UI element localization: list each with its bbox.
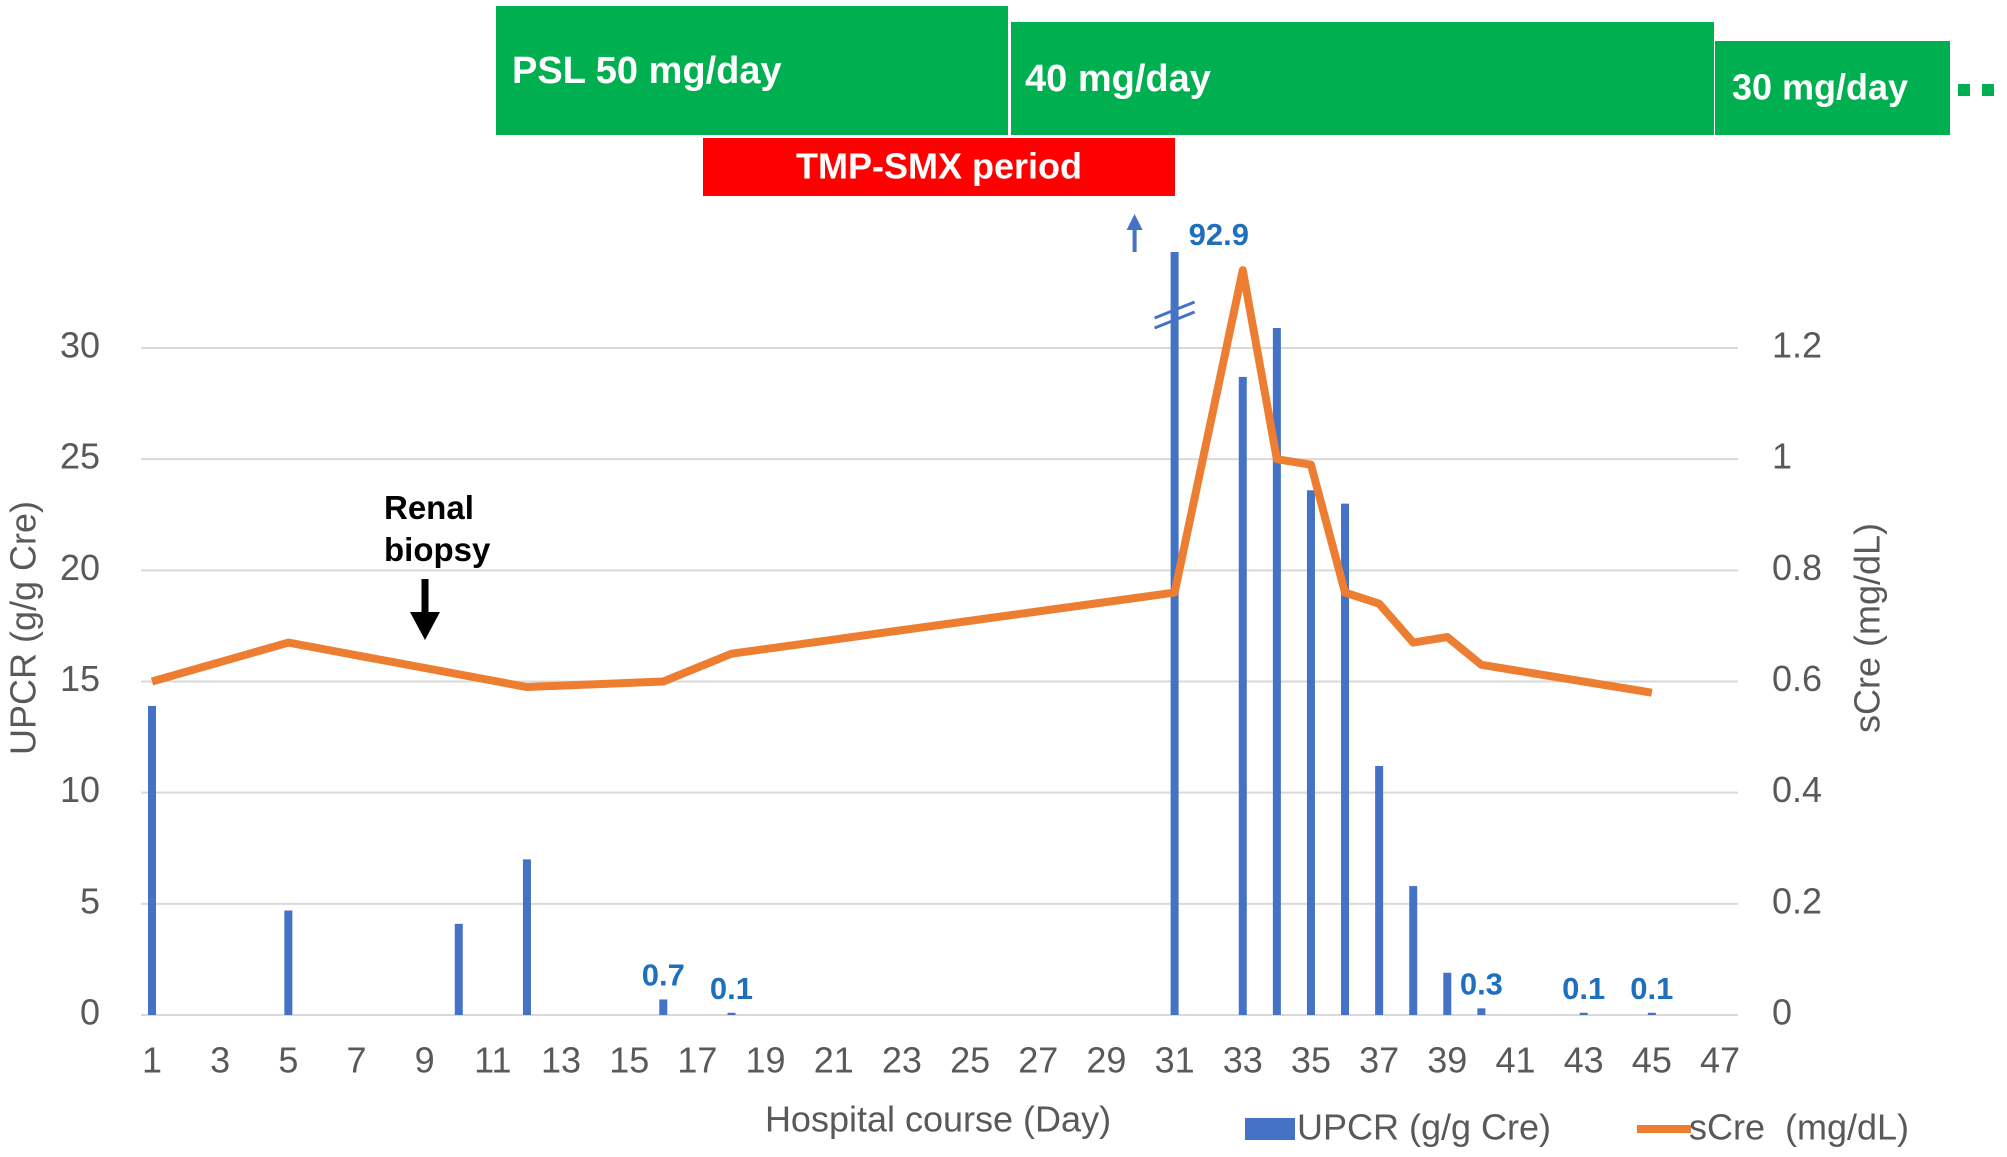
x-tick-label: 29 xyxy=(1086,1040,1126,1081)
y-tick-label: 25 xyxy=(60,436,100,477)
x-tick-label: 17 xyxy=(677,1040,717,1081)
line xyxy=(150,266,1653,697)
value-label: 0.1 xyxy=(1630,971,1673,1006)
bar xyxy=(1477,1008,1486,1015)
y2-tick-label: 0.2 xyxy=(1772,880,1822,921)
bar xyxy=(522,859,531,1015)
value-label: 92.9 xyxy=(1189,217,1249,252)
biopsy-arrowhead xyxy=(410,612,440,640)
bar xyxy=(148,705,156,1015)
y-tick-label: 15 xyxy=(60,658,100,699)
x-tick-label: 9 xyxy=(415,1040,435,1081)
legend-swatch xyxy=(1245,1118,1295,1140)
x-tick-label: 1 xyxy=(142,1040,162,1081)
overflow-arrowhead xyxy=(1126,214,1143,230)
x-tick-label: 39 xyxy=(1427,1040,1467,1081)
bar xyxy=(1375,765,1384,1015)
axis-break xyxy=(1154,310,1196,330)
x-tick-label: 13 xyxy=(541,1040,581,1081)
x-tick-label: 15 xyxy=(609,1040,649,1081)
y-tick-label: 20 xyxy=(60,547,100,588)
x-tick-label: 23 xyxy=(882,1040,922,1081)
value-label: 0.1 xyxy=(710,971,753,1006)
value-label: 0.1 xyxy=(1562,971,1605,1006)
psl-30-bar xyxy=(1715,41,1950,135)
bar xyxy=(659,999,668,1015)
timeline-label: 40 mg/day xyxy=(1025,58,1211,100)
timeline-label: TMP-SMX period xyxy=(796,146,1082,187)
psl-50-bar xyxy=(496,6,1008,135)
bar xyxy=(1341,503,1350,1015)
bar xyxy=(454,923,463,1015)
timeline-label: PSL 50 mg/day xyxy=(512,50,782,92)
x-tick-label: 7 xyxy=(347,1040,367,1081)
bar xyxy=(1272,327,1281,1015)
legend-label: sCre (mg/dL) xyxy=(1689,1107,1909,1148)
x-tick-label: 31 xyxy=(1155,1040,1195,1081)
y2-tick-label: 1.2 xyxy=(1772,325,1822,366)
bar xyxy=(1170,252,1179,1015)
axis-break xyxy=(1154,300,1196,320)
legend-label: UPCR (g/g Cre) xyxy=(1297,1107,1551,1148)
y2-axis-title: sCre (mg/dL) xyxy=(1847,523,1888,733)
y2-tick-label: 0 xyxy=(1772,992,1792,1033)
tmp-smx-bar xyxy=(703,138,1175,196)
psl-40-bar xyxy=(1011,22,1714,135)
x-tick-label: 35 xyxy=(1291,1040,1331,1081)
y2-tick-label: 1 xyxy=(1772,436,1792,477)
x-axis-title: Hospital course (Day) xyxy=(765,1099,1111,1140)
annotation: Renal biopsy xyxy=(384,489,491,568)
x-tick-label: 25 xyxy=(950,1040,990,1081)
bar xyxy=(1238,376,1247,1015)
x-tick-label: 27 xyxy=(1018,1040,1058,1081)
y2-tick-label: 0.8 xyxy=(1772,547,1822,588)
plot-area xyxy=(148,252,1656,1015)
y-tick-label: 10 xyxy=(60,769,100,810)
value-label: 0.7 xyxy=(642,958,685,993)
y-tick-label: 30 xyxy=(60,325,100,366)
x-tick-label: 5 xyxy=(278,1040,298,1081)
bar xyxy=(284,910,293,1015)
x-tick-label: 37 xyxy=(1359,1040,1399,1081)
x-tick-label: 45 xyxy=(1632,1040,1672,1081)
value-label: 0.3 xyxy=(1460,967,1503,1002)
bar xyxy=(727,1012,736,1015)
bar xyxy=(1579,1012,1588,1015)
y2-tick-label: 0.4 xyxy=(1772,769,1822,810)
x-tick-label: 43 xyxy=(1564,1040,1604,1081)
y-tick-label: 0 xyxy=(80,992,100,1033)
x-tick-label: 3 xyxy=(210,1040,230,1081)
timeline-label: 30 mg/day xyxy=(1732,67,1908,108)
y2-tick-label: 0.6 xyxy=(1772,658,1822,699)
x-tick-label: 21 xyxy=(814,1040,854,1081)
bar xyxy=(1306,490,1315,1015)
bar xyxy=(1443,972,1452,1015)
x-tick-label: 33 xyxy=(1223,1040,1263,1081)
x-tick-label: 11 xyxy=(474,1040,511,1081)
bar xyxy=(1409,886,1418,1015)
x-tick-label: 19 xyxy=(746,1040,786,1081)
y-tick-label: 5 xyxy=(80,880,100,921)
x-tick-label: 47 xyxy=(1700,1040,1740,1081)
y-axis-title: UPCR (g/g Cre) xyxy=(3,501,44,755)
x-tick-label: 41 xyxy=(1495,1040,1535,1081)
bar xyxy=(1647,1012,1656,1015)
